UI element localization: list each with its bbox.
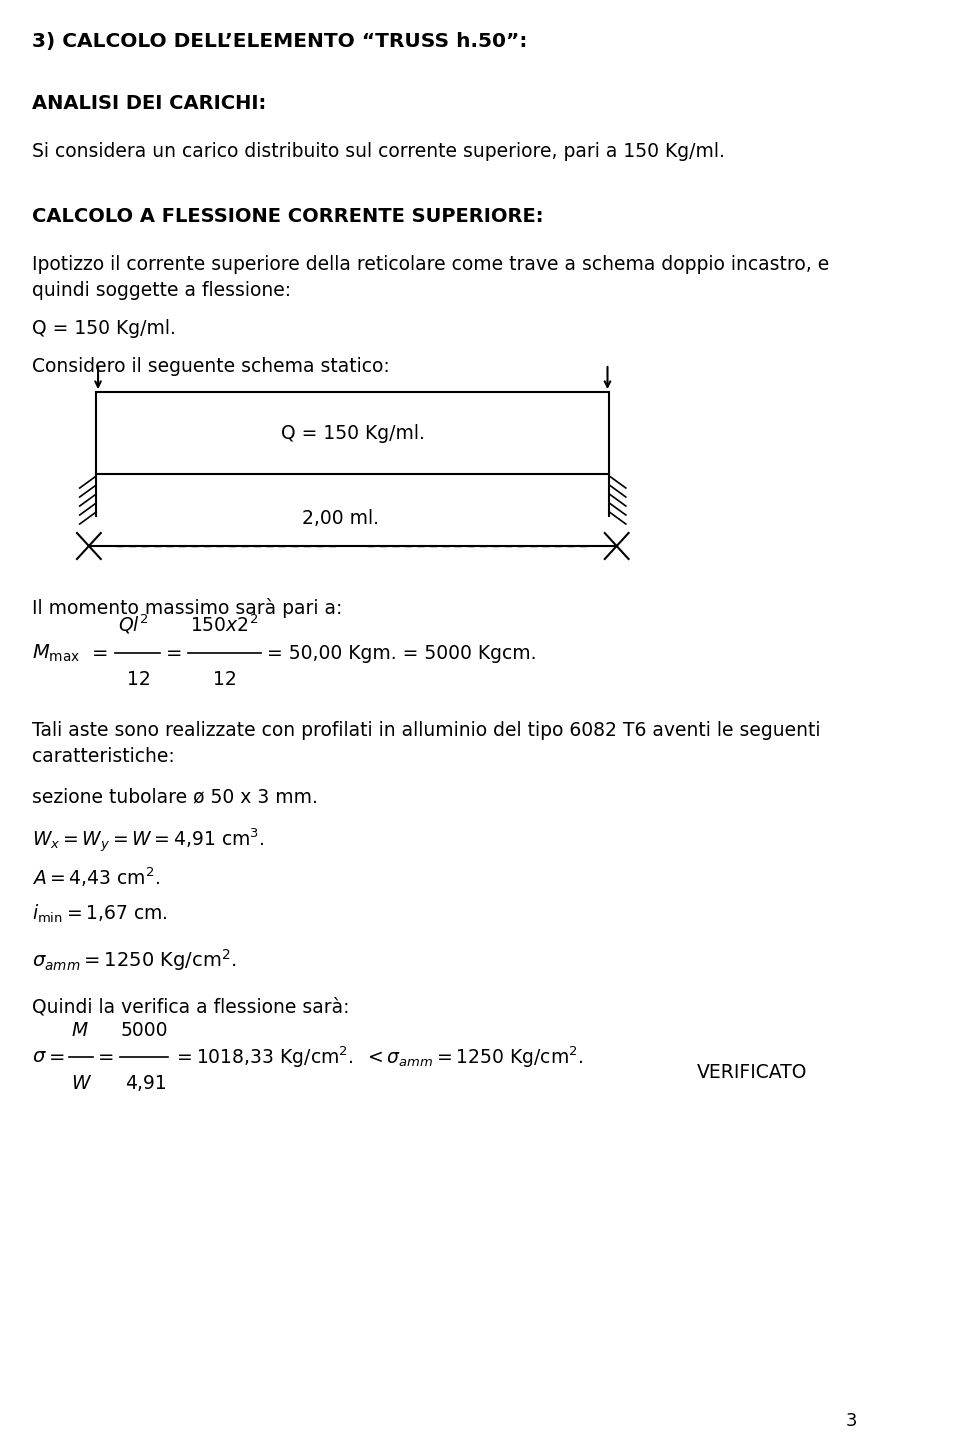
Text: quindi soggette a flessione:: quindi soggette a flessione: xyxy=(32,281,291,300)
Text: $\sigma$: $\sigma$ xyxy=(32,1048,47,1066)
Text: Si considera un carico distribuito sul corrente superiore, pari a 150 Kg/ml.: Si considera un carico distribuito sul c… xyxy=(32,142,725,161)
Text: $W$: $W$ xyxy=(71,1074,92,1093)
Text: $Ql^2$: $Ql^2$ xyxy=(118,612,149,636)
Text: $\sigma_{\mathit{amm}} = 1250\ \mathrm{Kg/cm}^2$.: $\sigma_{\mathit{amm}} = 1250\ \mathrm{K… xyxy=(32,948,237,974)
Text: =: = xyxy=(49,1048,65,1066)
Text: 5000: 5000 xyxy=(121,1022,168,1040)
Text: Il momento massimo sarà pari a:: Il momento massimo sarà pari a: xyxy=(32,598,343,618)
Text: CALCOLO A FLESSIONE CORRENTE SUPERIORE:: CALCOLO A FLESSIONE CORRENTE SUPERIORE: xyxy=(32,207,543,226)
Text: Q = 150 Kg/ml.: Q = 150 Kg/ml. xyxy=(32,319,176,338)
Text: $M_{\mathrm{max}}$: $M_{\mathrm{max}}$ xyxy=(32,643,81,663)
Text: Considero il seguente schema statico:: Considero il seguente schema statico: xyxy=(32,357,390,376)
Text: Q = 150 Kg/ml.: Q = 150 Kg/ml. xyxy=(281,424,424,443)
Text: sezione tubolare ø 50 x 3 mm.: sezione tubolare ø 50 x 3 mm. xyxy=(32,786,318,805)
Text: $A = 4{,}43\ \mathrm{cm}^2$.: $A = 4{,}43\ \mathrm{cm}^2$. xyxy=(32,865,160,888)
Text: 2,00 ml.: 2,00 ml. xyxy=(302,509,379,528)
Text: VERIFICATO: VERIFICATO xyxy=(696,1064,806,1082)
Bar xyxy=(96,392,610,474)
Text: ANALISI DEI CARICHI:: ANALISI DEI CARICHI: xyxy=(32,94,266,113)
Text: Ipotizzo il corrente superiore della reticolare come trave a schema doppio incas: Ipotizzo il corrente superiore della ret… xyxy=(32,255,829,274)
Text: 3) CALCOLO DELL’ELEMENTO “TRUSS h.50”:: 3) CALCOLO DELL’ELEMENTO “TRUSS h.50”: xyxy=(32,32,527,51)
Text: $150\mathit{x}2^2$: $150\mathit{x}2^2$ xyxy=(190,615,258,636)
Text: =: = xyxy=(91,643,108,663)
Text: = 50,00 Kgm. = 5000 Kgcm.: = 50,00 Kgm. = 5000 Kgcm. xyxy=(267,643,536,663)
Text: 12: 12 xyxy=(128,670,151,689)
Text: 3: 3 xyxy=(845,1412,856,1431)
Text: $W_x = W_y = W = 4{,}91\ \mathrm{cm}^3$.: $W_x = W_y = W = 4{,}91\ \mathrm{cm}^3$. xyxy=(32,827,265,855)
Text: 4,91: 4,91 xyxy=(126,1074,167,1093)
Text: $M$: $M$ xyxy=(71,1022,89,1040)
Text: =: = xyxy=(166,643,182,663)
Text: Quindi la verifica a flessione sarà:: Quindi la verifica a flessione sarà: xyxy=(32,997,349,1016)
Text: caratteristiche:: caratteristiche: xyxy=(32,747,175,766)
Text: $i_{\mathrm{min}} = 1{,}67\ \mathrm{cm}$.: $i_{\mathrm{min}} = 1{,}67\ \mathrm{cm}$… xyxy=(32,903,168,926)
Text: =: = xyxy=(98,1048,114,1066)
Text: Tali aste sono realizzate con profilati in alluminio del tipo 6082 T6 aventi le : Tali aste sono realizzate con profilati … xyxy=(32,721,821,740)
Text: 12: 12 xyxy=(213,670,237,689)
Text: $= 1018{,}33\ \mathrm{Kg/cm}^2.\ <\sigma_{\mathit{amm}} = 1250\ \mathrm{Kg/cm}^2: $= 1018{,}33\ \mathrm{Kg/cm}^2.\ <\sigma… xyxy=(173,1045,584,1069)
